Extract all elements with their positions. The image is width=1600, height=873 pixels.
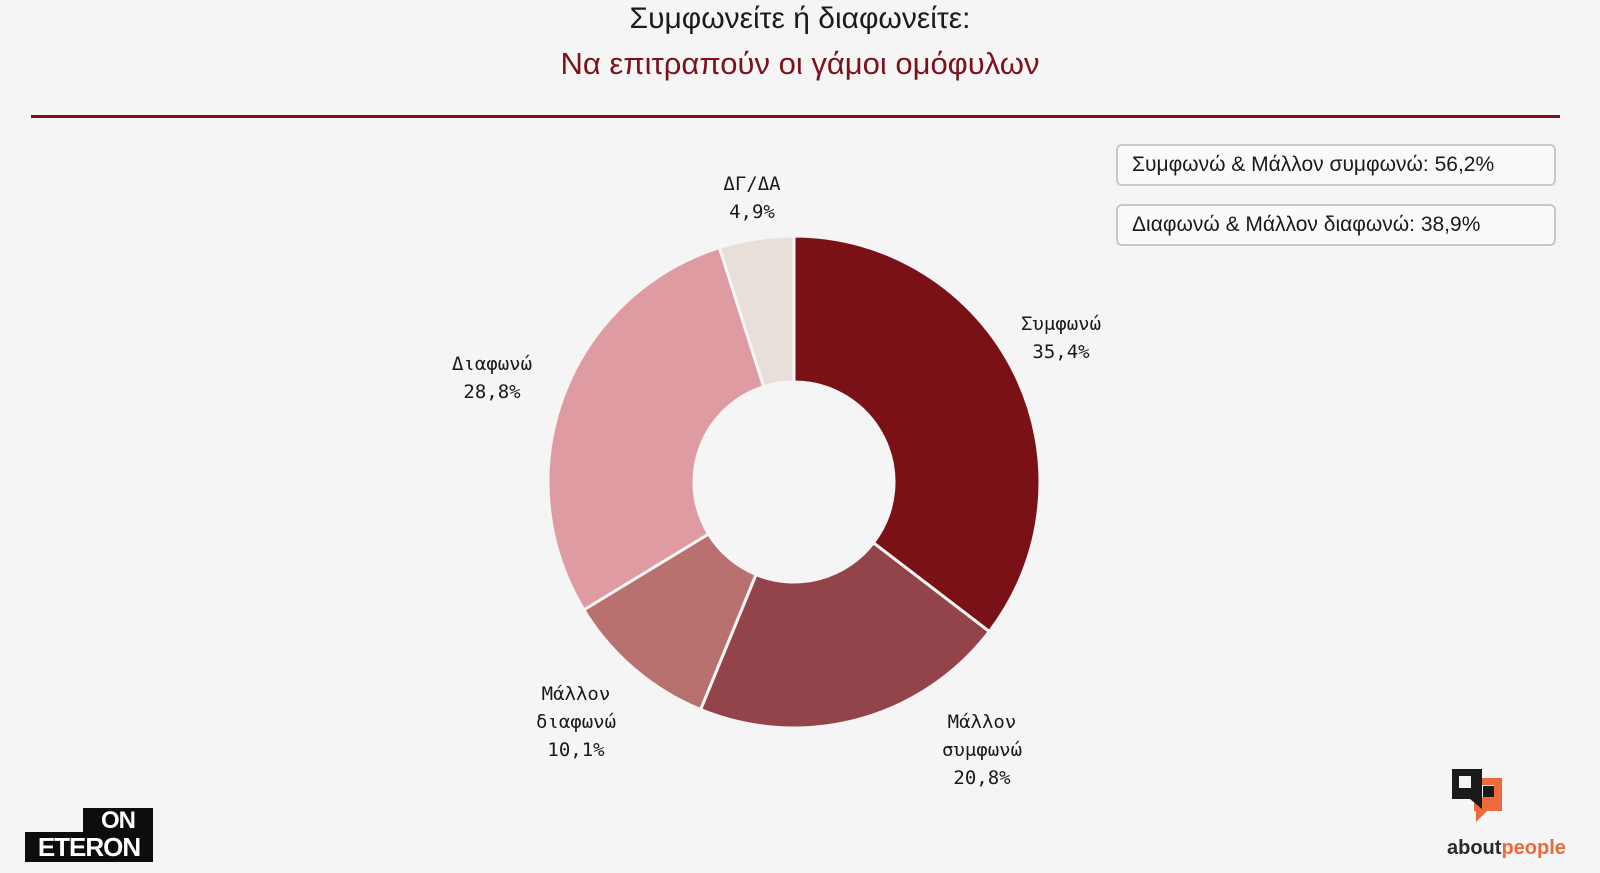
aboutpeople-word-people: people — [1501, 837, 1566, 859]
donut-slice-3 — [546, 245, 766, 612]
aboutpeople-logo: aboutpeople — [1440, 765, 1600, 865]
slice-name-4: ΔΓ/ΔΑ — [723, 173, 781, 195]
slice-value-3: 28,8% — [463, 381, 521, 403]
donut-slice-1 — [698, 540, 992, 730]
aboutpeople-word-about: about — [1447, 837, 1502, 859]
aboutpeople-wordmark: aboutpeople — [1447, 837, 1566, 860]
title-divider — [31, 115, 1560, 118]
speech-bubbles-icon — [1452, 769, 1502, 822]
slice-label-1: Μάλλον συμφωνώ 20,8% — [942, 711, 1022, 789]
slice-name-3: Διαφωνώ — [452, 353, 532, 375]
agree-total-box: Συμφωνώ & Μάλλον συμφωνώ: 56,2% — [1116, 144, 1556, 186]
on-eteron-logo-top: ON — [83, 808, 153, 834]
donut-slice-0 — [792, 234, 1042, 634]
chart-subtitle: Να επιτραπούν οι γάμοι ομόφυλων — [560, 46, 1040, 81]
slice-value-1: 20,8% — [953, 767, 1011, 789]
chart-title: Συμφωνείτε ή διαφωνείτε: — [629, 2, 971, 35]
on-eteron-logo-bottom: ETERON — [25, 832, 153, 862]
slice-label-3: Διαφωνώ 28,8% — [452, 353, 532, 403]
slice-label-2: Μάλλον διαφωνώ 10,1% — [536, 683, 616, 761]
slice-name-1: Μάλλον — [948, 711, 1017, 733]
slice-name-1: συμφωνώ — [942, 739, 1022, 761]
agree-total-text: Συμφωνώ & Μάλλον συμφωνώ: 56,2% — [1132, 153, 1495, 176]
slice-value-4: 4,9% — [729, 201, 775, 223]
slice-value-0: 35,4% — [1032, 341, 1090, 363]
disagree-total-box: Διαφωνώ & Μάλλον διαφωνώ: 38,9% — [1116, 204, 1556, 246]
donut-slice-4 — [717, 234, 796, 389]
disagree-total-text: Διαφωνώ & Μάλλον διαφωνώ: 38,9% — [1132, 213, 1481, 236]
slice-value-2: 10,1% — [547, 739, 605, 761]
slice-name-0: Συμφωνώ — [1021, 313, 1101, 335]
slice-label-4: ΔΓ/ΔΑ 4,9% — [723, 173, 781, 223]
slice-label-0: Συμφωνώ 35,4% — [1021, 313, 1101, 363]
slice-name-2: διαφωνώ — [536, 711, 616, 733]
slice-name-2: Μάλλον — [542, 683, 611, 705]
